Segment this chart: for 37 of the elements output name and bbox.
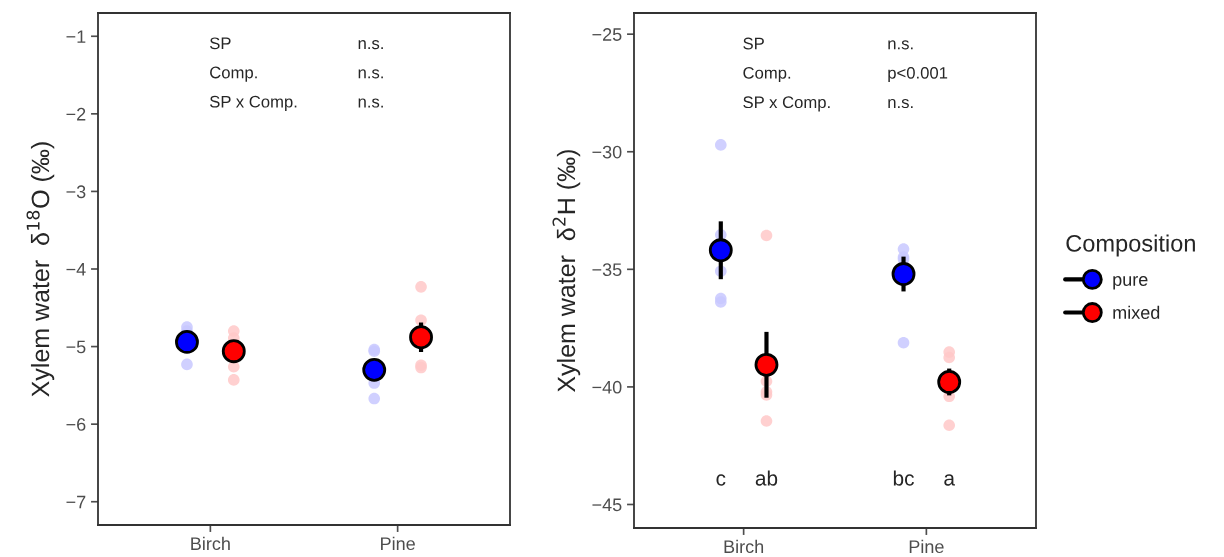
x-tick-label: Pine [909,539,944,554]
y-tick-label: −45 [592,498,622,512]
annotation: Comp. [210,66,257,82]
annotation: a [944,474,955,486]
annotation: Comp. [743,66,791,83]
annotation: n.s. [888,98,913,109]
y-tick-label: −6 [66,418,86,431]
y-tick-label: −2 [66,107,86,121]
annotation: SP [743,37,764,50]
annotation: bc [893,470,914,486]
y-tick-label: −25 [592,28,622,41]
annotation: SP x Comp. [210,95,297,111]
y-tick-label: −7 [66,495,86,509]
annotation: n.s. [358,40,383,50]
annotation: n.s. [888,40,913,50]
y-axis-title: Xylem water δ$^{18}$O (‰) [26,142,55,397]
y-tick-label: −1 [66,30,86,43]
y-tick-label: −35 [592,263,622,277]
y-tick-label: −5 [66,340,86,354]
annotation: SP x Comp. [743,96,830,112]
annotation: c [716,474,726,486]
legend-title: Composition [1066,234,1195,257]
legend-label: mixed [1113,305,1160,320]
x-tick-label: Birch [191,536,230,551]
annotation: ab [755,470,778,486]
y-axis-title: Xylem water δ$^{2}$H (‰) [552,150,581,393]
y-tick-label: −30 [592,145,622,159]
y-tick-label: −40 [592,380,622,394]
legend-label: pure [1113,276,1148,290]
annotation: n.s. [358,98,383,108]
y-tick-label: −3 [66,185,86,199]
y-tick-label: −4 [66,263,86,276]
annotation: SP [210,37,231,50]
x-tick-label: Birch [724,539,764,554]
annotation: p<0.001 [888,66,948,83]
x-tick-label: Pine [381,536,415,551]
annotation: n.s. [358,69,383,79]
